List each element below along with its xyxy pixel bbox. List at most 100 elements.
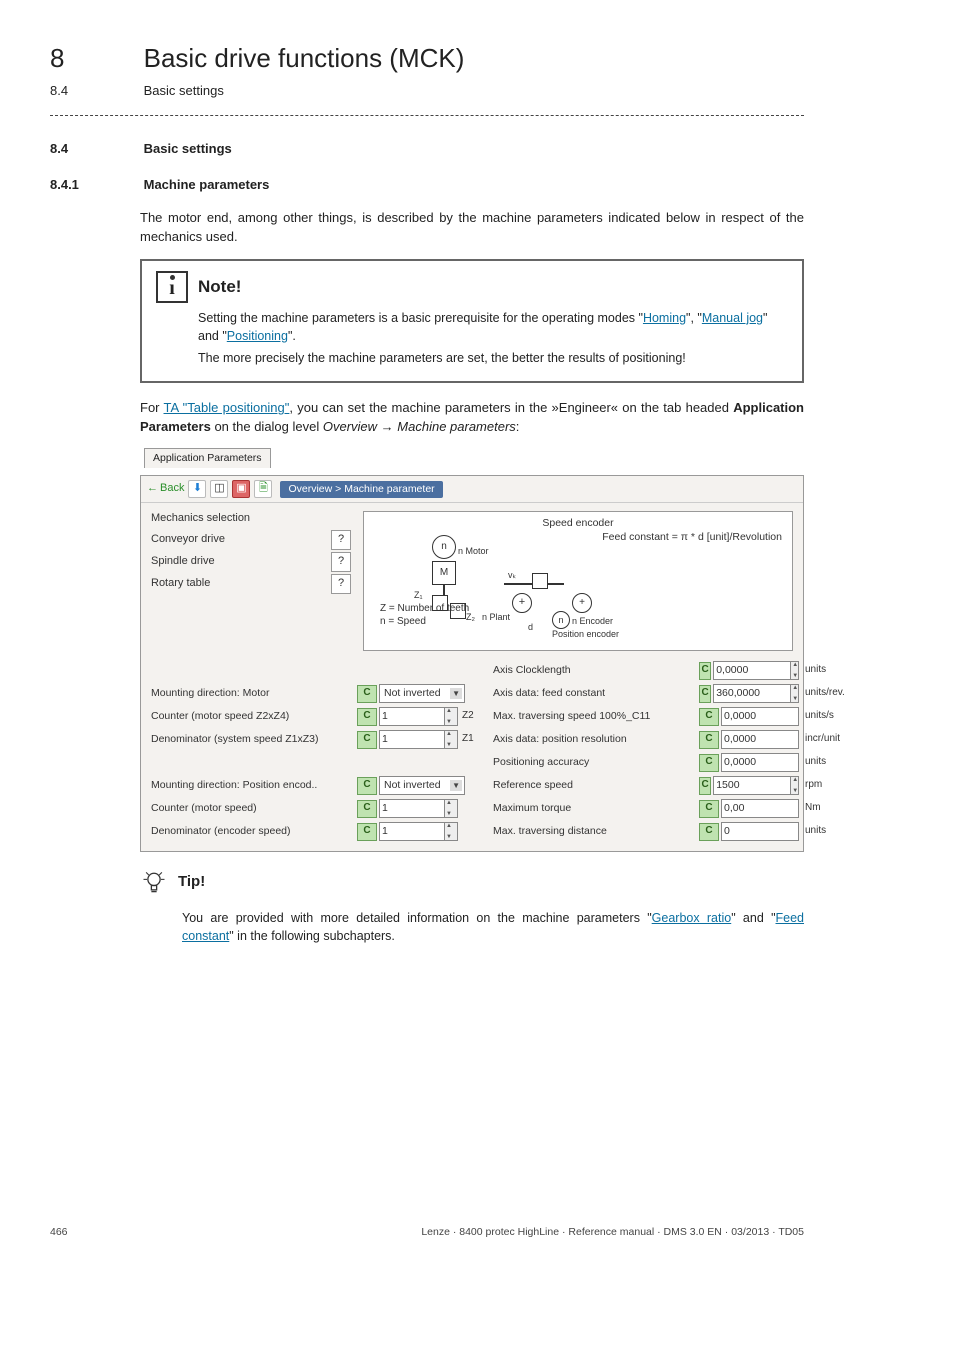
page-number: 466 [50,1225,68,1240]
link-gearbox-ratio[interactable]: Gearbox ratio [652,911,732,925]
link-table-positioning[interactable]: TA "Table positioning" [164,400,290,415]
spinner[interactable] [791,776,799,795]
help-button[interactable]: ? [331,530,351,550]
value-input[interactable]: 0,0000 [721,753,799,772]
speed-encoder-diagram: Speed encoder Feed constant = π * d [uni… [363,511,793,651]
param-label: Axis data: feed constant [493,686,693,701]
tip-body: You are provided with more detailed info… [182,909,804,945]
chapter-heading: 8 Basic drive functions (MCK) [50,40,804,78]
z1-label: Z₁ [414,589,423,602]
note-title: Note! [198,275,241,300]
note-box: ı Note! Setting the machine parameters i… [140,259,804,383]
spinner[interactable] [445,730,458,749]
d-label: d [528,621,533,634]
unit-label: units [805,663,865,678]
n-motor-label: n Motor [458,545,489,558]
c-chip[interactable]: C [357,731,377,749]
motor-symbol: n [432,535,456,559]
mech-rotary: Rotary table [151,576,210,592]
diagram-title: Speed encoder [372,516,784,531]
value-input[interactable]: 1 [379,730,445,749]
value-input[interactable]: 0,0000 [713,661,791,680]
nav-down-icon[interactable]: ⬇ [188,480,206,498]
note-line-2: The more precisely the machine parameter… [198,349,788,367]
value-input[interactable]: 0,00 [721,799,799,818]
spinner[interactable] [445,707,458,726]
spinner[interactable] [791,661,799,680]
help-button[interactable]: ? [331,552,351,572]
c-chip[interactable]: C [699,800,719,818]
c-chip[interactable]: C [699,731,719,749]
dropdown[interactable]: Not inverted▼ [379,776,465,795]
back-button[interactable]: ← Back [147,481,184,497]
param-label: Positioning accuracy [493,755,693,770]
nav-doc-icon[interactable]: 🗎 [254,480,272,498]
subheading-line: 8.4 Basic settings [50,82,804,101]
value-input[interactable]: 0,0000 [721,730,799,749]
param-label: Denominator (encoder speed) [151,824,351,839]
coupling-symbol: + [512,593,532,613]
pos-encoder-label: Position encoder [552,628,652,641]
param-label: Maximum torque [493,801,693,816]
section-8-4-1-head: 8.4.1 Machine parameters [50,176,804,195]
c-chip[interactable]: C [699,662,711,680]
breadcrumb: Overview > Machine parameter [280,481,442,498]
section-title: Basic settings [144,141,232,156]
mechanics-selection: Mechanics selection Conveyor drive? Spin… [151,511,351,651]
mech-conveyor: Conveyor drive [151,532,225,548]
param-label: Reference speed [493,778,693,793]
app-panel-wrapper: Application Parameters ← Back ⬇ ◫ ▣ 🗎 Ov… [140,449,804,852]
c-chip[interactable]: C [357,708,377,726]
m-block: M [432,561,456,585]
c-chip[interactable]: C [357,823,377,841]
link-manual-jog[interactable]: Manual jog [702,311,763,325]
value-input[interactable]: 0,0000 [721,707,799,726]
spinner[interactable] [445,822,458,841]
c-chip[interactable]: C [699,685,711,703]
c-chip[interactable]: C [699,777,711,795]
page-footer: 466 Lenze · 8400 protec HighLine · Refer… [50,1225,804,1240]
subheading-title: Basic settings [144,83,224,98]
info-icon: ı [156,271,188,303]
param-label: Counter (motor speed Z2xZ4) [151,709,351,724]
param-label: Mounting direction: Position encod.. [151,778,351,793]
value-input[interactable]: 1500 [713,776,791,795]
encoder-symbol: n [552,611,570,629]
app-params-paragraph: For TA "Table positioning", you can set … [140,399,804,437]
link-homing[interactable]: Homing [643,311,686,325]
value-input[interactable]: 1 [379,799,445,818]
value-input[interactable]: 1 [379,822,445,841]
divider [50,115,804,116]
value-input[interactable]: 0 [721,822,799,841]
tip-title: Tip! [178,871,205,893]
spinner[interactable] [791,684,799,703]
nav-expand-icon[interactable]: ▣ [232,480,250,498]
c-chip[interactable]: C [699,754,719,772]
c-chip[interactable]: C [699,823,719,841]
vk-label: vₖ [508,569,516,582]
param-label: Axis Clocklength [493,663,693,678]
nav-window-icon[interactable]: ◫ [210,480,228,498]
help-button[interactable]: ? [331,574,351,594]
unit-label: units/rev. [805,686,865,701]
value-input[interactable]: 360,0000 [713,684,791,703]
param-label: Axis data: position resolution [493,732,693,747]
lightbulb-icon [140,868,168,896]
c-chip[interactable]: C [357,685,377,703]
spinner[interactable] [445,799,458,818]
subheading-num: 8.4 [50,82,140,101]
c-chip[interactable]: C [357,777,377,795]
load-block [532,573,548,589]
dropdown[interactable]: Not inverted▼ [379,684,465,703]
c-chip[interactable]: C [357,800,377,818]
plus-encoder-symbol: + [572,593,592,613]
unit-label: rpm [805,778,865,793]
value-input[interactable]: 1 [379,707,445,726]
param-label: Denominator (system speed Z1xZ3) [151,732,351,747]
unit-label: units [805,824,865,839]
app-tab[interactable]: Application Parameters [144,448,271,468]
c-chip[interactable]: C [699,708,719,726]
section-8-4-head: 8.4 Basic settings [50,140,804,159]
app-panel: ← Back ⬇ ◫ ▣ 🗎 Overview > Machine parame… [140,475,804,852]
link-positioning[interactable]: Positioning [227,329,288,343]
